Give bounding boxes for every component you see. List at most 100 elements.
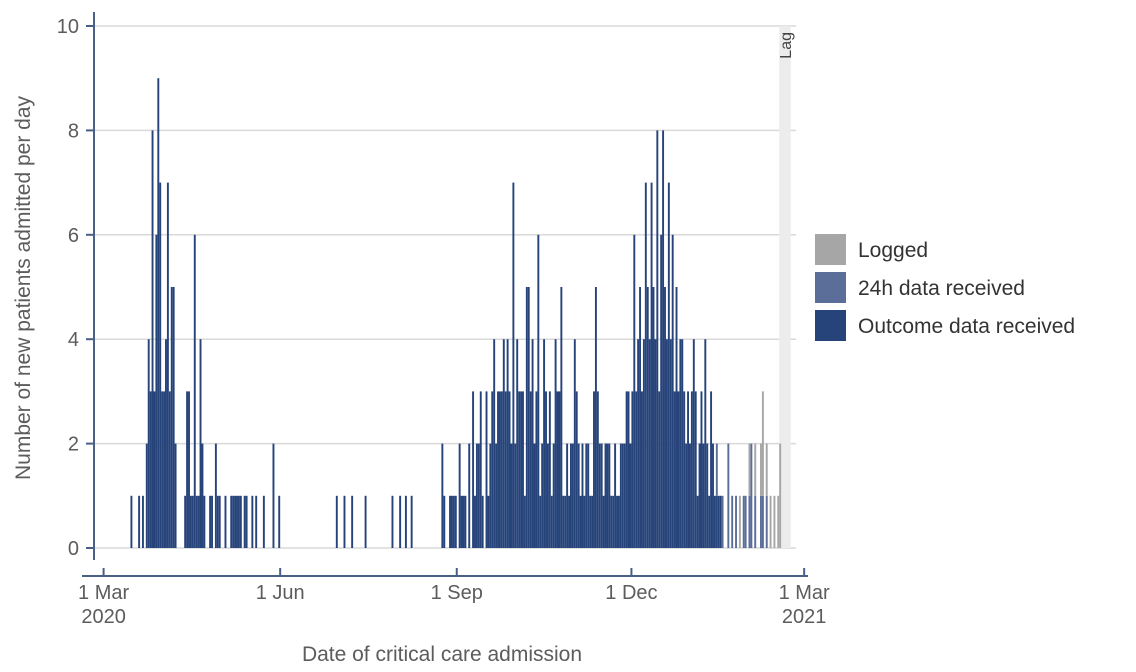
bar-outcome <box>656 130 659 548</box>
bar-outcome <box>130 495 133 548</box>
bar-outcome <box>681 339 684 548</box>
bar-24h <box>748 495 751 548</box>
bar-outcome <box>493 339 496 548</box>
bar-outcome <box>560 287 563 548</box>
bar-outcome <box>214 443 217 548</box>
bar-outcome <box>475 443 478 548</box>
bar-outcome <box>537 234 540 549</box>
bar-outcome <box>491 391 494 548</box>
bar-outcome <box>278 495 281 548</box>
lag-band-rect <box>779 26 791 548</box>
bar-24h <box>765 495 768 548</box>
bar-outcome <box>468 443 471 548</box>
bar-outcome <box>564 495 567 548</box>
bar-outcome <box>404 495 407 548</box>
bar-outcome <box>502 339 505 548</box>
bar-outcome <box>641 391 643 548</box>
bar-outcome <box>518 391 521 548</box>
bar-logged <box>769 495 772 548</box>
bar-outcome <box>184 495 187 548</box>
bar-outcome <box>201 443 204 548</box>
y-tick-label: 10 <box>57 16 79 38</box>
bar-outcome <box>708 495 711 548</box>
bar-outcome <box>193 234 196 549</box>
bar-outcome <box>514 443 517 548</box>
x-tick-year-label: 2021 <box>782 606 827 628</box>
bar-outcome <box>155 234 158 549</box>
bar-outcome <box>616 495 618 548</box>
bar-outcome <box>149 391 152 548</box>
bar-outcome <box>516 339 519 548</box>
bar-24h <box>727 443 730 548</box>
bar-outcome <box>529 391 532 548</box>
bar-outcome <box>497 391 499 548</box>
bar-outcome <box>351 495 354 548</box>
bar-outcome <box>441 443 444 548</box>
bar-outcome <box>610 495 613 548</box>
bar-outcome <box>566 443 569 548</box>
bar-logged <box>777 495 780 548</box>
bar-outcome <box>272 443 275 548</box>
bar-outcome <box>690 391 693 548</box>
bar-outcome <box>660 234 663 549</box>
bar-24h <box>742 495 745 548</box>
bar-outcome <box>481 495 484 548</box>
bar-outcome <box>552 443 555 548</box>
bar-outcome <box>508 391 511 548</box>
bar-outcome <box>683 391 686 548</box>
bar-outcome <box>543 339 546 548</box>
bar-outcome <box>168 391 171 548</box>
bar-outcome <box>625 391 628 548</box>
bar-outcome <box>186 391 189 548</box>
bar-outcome <box>554 339 557 548</box>
bar-outcome <box>474 495 476 548</box>
bar-outcome <box>460 495 463 548</box>
bar-outcome <box>234 495 237 548</box>
bar-outcome <box>506 339 509 548</box>
bar-outcome <box>675 287 678 548</box>
legend-swatch <box>815 234 846 265</box>
bar-logged <box>754 443 757 496</box>
bars <box>130 78 782 549</box>
bar-outcome <box>687 391 689 548</box>
bar-outcome <box>479 391 482 548</box>
bar-outcome <box>520 391 523 548</box>
x-axis-title: Date of critical care admission <box>302 643 582 666</box>
bar-outcome <box>719 495 722 548</box>
bar-outcome <box>197 495 200 548</box>
bar-outcome <box>571 443 574 548</box>
bar-outcome <box>195 495 198 548</box>
bar-outcome <box>170 287 173 548</box>
bar-outcome <box>237 495 240 548</box>
bar-outcome <box>642 339 645 548</box>
bar-outcome <box>633 234 636 549</box>
bar-outcome <box>138 495 141 548</box>
bar-outcome <box>596 391 599 548</box>
y-tick-label: 2 <box>68 434 79 456</box>
bar-outcome <box>577 443 580 548</box>
bar-outcome <box>151 130 154 548</box>
bar-outcome <box>523 495 526 548</box>
bar-outcome <box>662 130 665 548</box>
bar-outcome <box>527 287 530 548</box>
y-axis-title: Number of new patients admitted per day <box>12 95 35 480</box>
bar-outcome <box>712 443 714 548</box>
bar-outcome <box>673 391 676 548</box>
bar-outcome <box>604 443 607 548</box>
bar-outcome <box>512 182 515 548</box>
bar-outcome <box>646 287 649 548</box>
bar-outcome <box>510 443 513 548</box>
bar-outcome <box>216 495 219 548</box>
bar-outcome <box>236 495 238 548</box>
bar-outcome <box>664 287 666 548</box>
bar-outcome <box>145 443 148 548</box>
bar-outcome <box>153 391 156 548</box>
bar-outcome <box>251 495 254 548</box>
bar-outcome <box>573 339 576 548</box>
bar-outcome <box>623 443 626 548</box>
bar-outcome <box>602 495 605 548</box>
bar-outcome <box>654 339 657 548</box>
x-tick-label: 1 Sep <box>431 582 483 604</box>
x-tick-label: 1 Jun <box>256 582 305 604</box>
x-tick-year-label: 2020 <box>81 606 126 628</box>
